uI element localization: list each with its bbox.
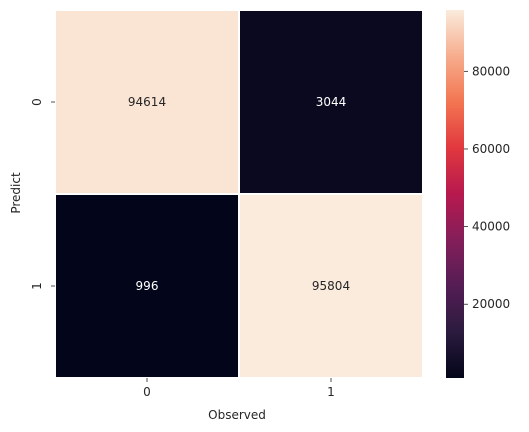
x-axis-label: Observed bbox=[208, 408, 266, 422]
y-axis-label: Predict bbox=[9, 172, 23, 214]
x-tick-label-0: 0 bbox=[143, 385, 151, 399]
cell-value-1-0: 996 bbox=[136, 279, 159, 293]
colorbar-tick-label-3: 80000 bbox=[472, 64, 510, 78]
cell-value-0-0: 94614 bbox=[128, 95, 166, 109]
colorbar-ticks: 20000 40000 60000 80000 bbox=[464, 64, 510, 311]
colorbar-tick-label-1: 40000 bbox=[472, 220, 510, 234]
y-axis: 01 bbox=[30, 98, 55, 290]
colorbar-tick-label-0: 20000 bbox=[472, 297, 510, 311]
cell-value-0-1: 3044 bbox=[316, 95, 347, 109]
cell-value-1-1: 95804 bbox=[312, 279, 350, 293]
colorbar-tick-label-2: 60000 bbox=[472, 142, 510, 156]
colorbar: 20000 40000 60000 80000 bbox=[446, 10, 510, 378]
heatmap-cells bbox=[55, 10, 423, 378]
y-tick-label-0: 0 bbox=[30, 98, 44, 106]
x-tick-label-1: 1 bbox=[327, 385, 335, 399]
y-tick-label-1: 1 bbox=[30, 282, 44, 290]
colorbar-gradient bbox=[446, 10, 464, 378]
